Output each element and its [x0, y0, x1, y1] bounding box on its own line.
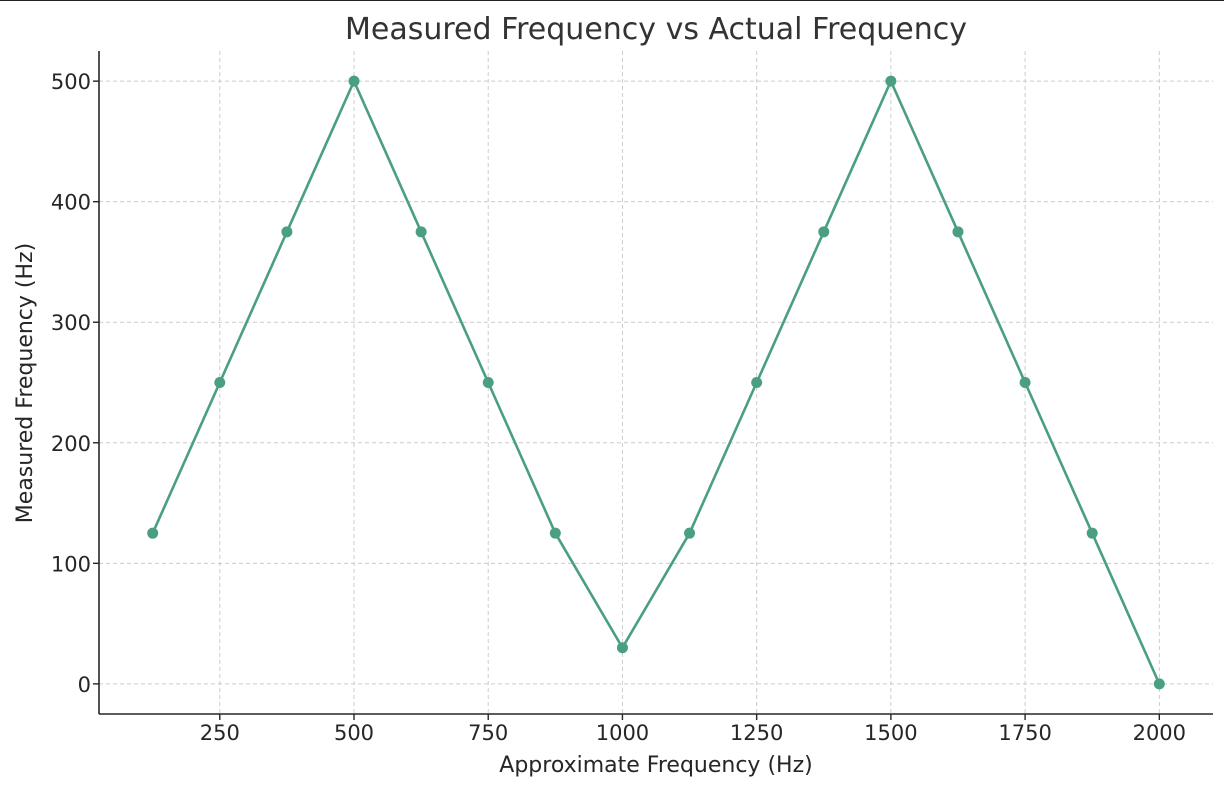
- data-point: [818, 226, 830, 238]
- data-point: [751, 377, 763, 388]
- x-tick-label: 1500: [864, 721, 917, 745]
- chart-title: Measured Frequency vs Actual Frequency: [345, 12, 967, 47]
- series-layer: [147, 75, 1165, 690]
- data-point: [684, 527, 696, 539]
- data-point: [952, 226, 964, 238]
- y-tick-label: 400: [51, 191, 91, 215]
- data-point: [616, 642, 628, 654]
- tick-marks: [93, 80, 1161, 720]
- y-tick-label: 0: [78, 673, 91, 697]
- x-tick-label: 1750: [998, 721, 1051, 745]
- x-tick-label: 1250: [730, 721, 783, 745]
- x-tick-label: 500: [334, 721, 374, 745]
- data-point: [348, 75, 360, 87]
- tick-labels: 250 500 750 1000 1250 1500 1750 2000 0 100 200 300 4…: [51, 70, 1186, 745]
- y-tick-label: 200: [51, 432, 91, 456]
- data-point: [415, 226, 427, 238]
- y-axis-label: Measured Frequency (Hz): [13, 243, 38, 523]
- x-tick-label: 1000: [596, 721, 649, 745]
- y-tick-label: 500: [51, 70, 91, 94]
- x-tick-label: 750: [468, 721, 508, 745]
- data-point: [214, 377, 226, 388]
- x-tick-label: 250: [200, 721, 240, 745]
- y-tick-label: 100: [51, 552, 91, 576]
- data-point: [885, 75, 897, 87]
- y-tick-label: 300: [51, 311, 91, 335]
- x-axis-label: Approximate Frequency (Hz): [499, 753, 812, 778]
- data-point: [1086, 527, 1098, 539]
- data-point: [281, 226, 293, 238]
- series-line: [151, 79, 1161, 685]
- data-point: [147, 527, 159, 539]
- x-tick-label: 2000: [1133, 721, 1186, 745]
- top-border-line: [0, 0, 1224, 1]
- data-point: [482, 377, 494, 388]
- data-point: [549, 527, 561, 539]
- data-point: [1153, 678, 1165, 690]
- data-point: [1019, 377, 1031, 388]
- grid-lines: [99, 51, 1213, 714]
- axes: [98, 51, 1213, 715]
